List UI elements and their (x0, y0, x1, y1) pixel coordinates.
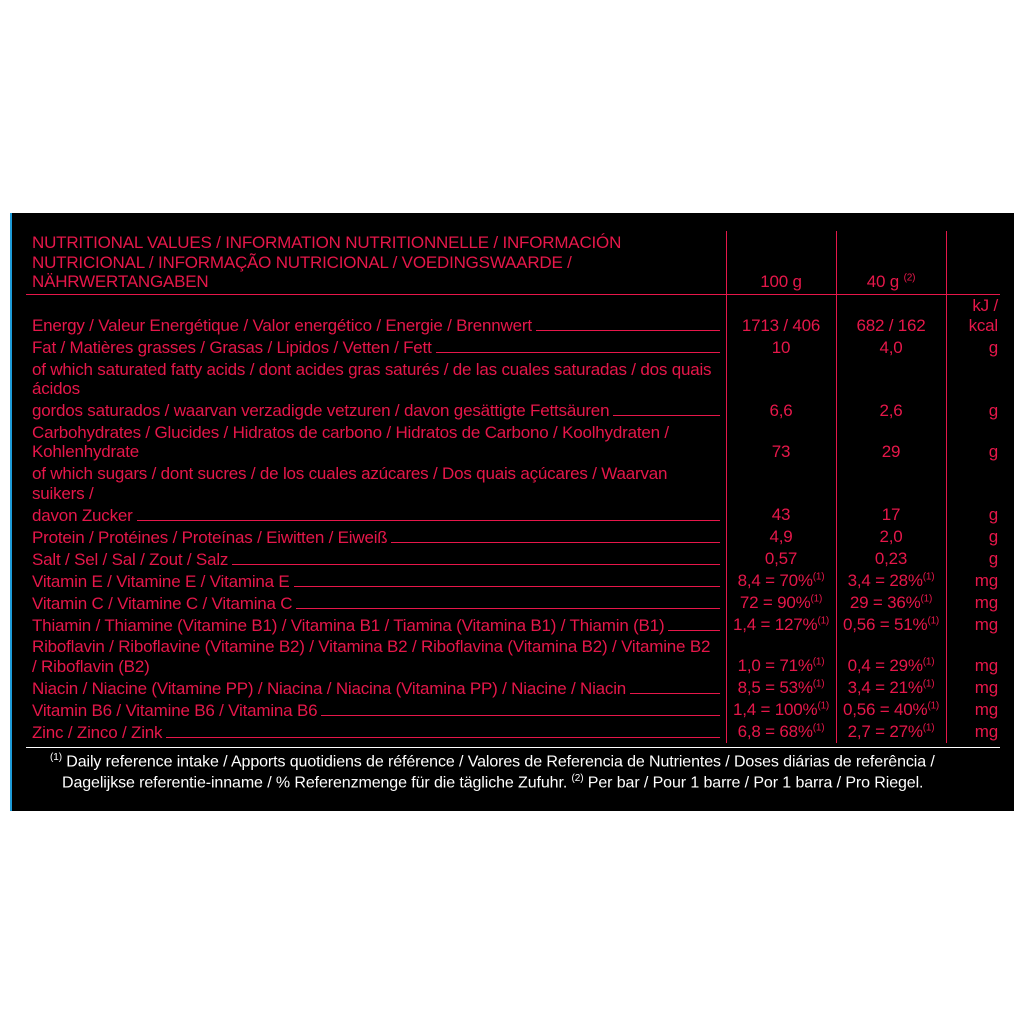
row-100g: 43 (726, 504, 836, 526)
row-unit: g (946, 548, 1000, 570)
nutrition-table: NUTRITIONAL VALUES / INFORMATION NUTRITI… (26, 231, 1000, 743)
row-label: Carbohydrates / Glucides / Hidratos de c… (26, 422, 726, 463)
row-label: Protein / Protéines / Proteínas / Eiwitt… (26, 526, 726, 548)
row-100g: 73 (726, 422, 836, 463)
row-label: davon Zucker (26, 504, 726, 526)
row-label: gordos saturados / waarvan verzadigde ve… (26, 400, 726, 422)
table-row: Zinc / Zinco / Zink6,8 = 68%(1)2,7 = 27%… (26, 721, 1000, 743)
row-label: Niacin / Niacine (Vitamine PP) / Niacina… (26, 677, 726, 699)
row-unit: g (946, 422, 1000, 463)
nutrition-panel: NUTRITIONAL VALUES / INFORMATION NUTRITI… (10, 213, 1014, 811)
row-40g: 682 / 162 (836, 294, 946, 337)
row-unit: mg (946, 636, 1000, 677)
row-100g: 1,4 = 100%(1) (726, 699, 836, 721)
row-100g: 1,4 = 127%(1) (726, 614, 836, 636)
row-unit: g (946, 526, 1000, 548)
header-unit (946, 231, 1000, 294)
table-row: gordos saturados / waarvan verzadigde ve… (26, 400, 1000, 422)
row-label-pre: of which saturated fatty acids / dont ac… (26, 359, 726, 400)
row-100g: 10 (726, 337, 836, 359)
row-unit: mg (946, 592, 1000, 614)
table-row: Vitamin B6 / Vitamine B6 / Vitamina B61,… (26, 699, 1000, 721)
row-40g: 0,56 = 40%(1) (836, 699, 946, 721)
row-100g: 0,57 (726, 548, 836, 570)
row-40g: 3,4 = 21%(1) (836, 677, 946, 699)
nutrition-rows: Energy / Valeur Energétique / Valor ener… (26, 294, 1000, 743)
row-100g: 1,0 = 71%(1) (726, 636, 836, 677)
row-100g: 4,9 (726, 526, 836, 548)
table-row-pre: of which sugars / dont sucres / de los c… (26, 463, 1000, 504)
row-label: Vitamin C / Vitamine C / Vitamina C (26, 592, 726, 614)
row-label: Thiamin / Thiamine (Vitamine B1) / Vitam… (26, 614, 726, 636)
row-label: Riboflavin / Riboflavine (Vitamine B2) /… (26, 636, 726, 677)
table-row: Salt / Sel / Sal / Zout / Salz0,570,23g (26, 548, 1000, 570)
row-unit: g (946, 504, 1000, 526)
row-40g: 2,6 (836, 400, 946, 422)
row-unit: g (946, 400, 1000, 422)
row-100g: 8,5 = 53%(1) (726, 677, 836, 699)
table-row: Riboflavin / Riboflavine (Vitamine B2) /… (26, 636, 1000, 677)
row-label: Vitamin E / Vitamine E / Vitamina E (26, 570, 726, 592)
row-label: Energy / Valeur Energétique / Valor ener… (26, 294, 726, 337)
row-40g: 0,23 (836, 548, 946, 570)
row-40g: 29 (836, 422, 946, 463)
row-40g: 2,0 (836, 526, 946, 548)
header-title: NUTRITIONAL VALUES / INFORMATION NUTRITI… (26, 231, 726, 294)
table-row: Vitamin E / Vitamine E / Vitamina E8,4 =… (26, 570, 1000, 592)
table-row: Carbohydrates / Glucides / Hidratos de c… (26, 422, 1000, 463)
row-40g: 3,4 = 28%(1) (836, 570, 946, 592)
row-100g: 6,6 (726, 400, 836, 422)
row-unit: kJ / kcal (946, 294, 1000, 337)
row-unit: mg (946, 614, 1000, 636)
table-row: Niacin / Niacine (Vitamine PP) / Niacina… (26, 677, 1000, 699)
row-unit: mg (946, 677, 1000, 699)
row-40g: 0,56 = 51%(1) (836, 614, 946, 636)
row-label: Zinc / Zinco / Zink (26, 721, 726, 743)
table-row-pre: of which saturated fatty acids / dont ac… (26, 359, 1000, 400)
row-40g: 2,7 = 27%(1) (836, 721, 946, 743)
row-100g: 6,8 = 68%(1) (726, 721, 836, 743)
header-40g: 40 g (2) (836, 231, 946, 294)
table-row: Energy / Valeur Energétique / Valor ener… (26, 294, 1000, 337)
header-row: NUTRITIONAL VALUES / INFORMATION NUTRITI… (26, 231, 1000, 294)
table-row: Thiamin / Thiamine (Vitamine B1) / Vitam… (26, 614, 1000, 636)
table-row: Fat / Matières grasses / Grasas / Lipido… (26, 337, 1000, 359)
footnote-text: (1) Daily reference intake / Apports quo… (26, 747, 1000, 793)
row-label-pre: of which sugars / dont sucres / de los c… (26, 463, 726, 504)
row-100g: 1713 / 406 (726, 294, 836, 337)
row-unit: mg (946, 699, 1000, 721)
row-unit: g (946, 337, 1000, 359)
row-label: Vitamin B6 / Vitamine B6 / Vitamina B6 (26, 699, 726, 721)
row-unit: mg (946, 721, 1000, 743)
row-40g: 0,4 = 29%(1) (836, 636, 946, 677)
row-40g: 4,0 (836, 337, 946, 359)
row-label: Fat / Matières grasses / Grasas / Lipido… (26, 337, 726, 359)
row-40g: 29 = 36%(1) (836, 592, 946, 614)
header-100g: 100 g (726, 231, 836, 294)
row-100g: 8,4 = 70%(1) (726, 570, 836, 592)
table-row: Protein / Protéines / Proteínas / Eiwitt… (26, 526, 1000, 548)
row-40g: 17 (836, 504, 946, 526)
table-row: Vitamin C / Vitamine C / Vitamina C72 = … (26, 592, 1000, 614)
row-100g: 72 = 90%(1) (726, 592, 836, 614)
table-row: davon Zucker4317g (26, 504, 1000, 526)
row-label: Salt / Sel / Sal / Zout / Salz (26, 548, 726, 570)
row-unit: mg (946, 570, 1000, 592)
